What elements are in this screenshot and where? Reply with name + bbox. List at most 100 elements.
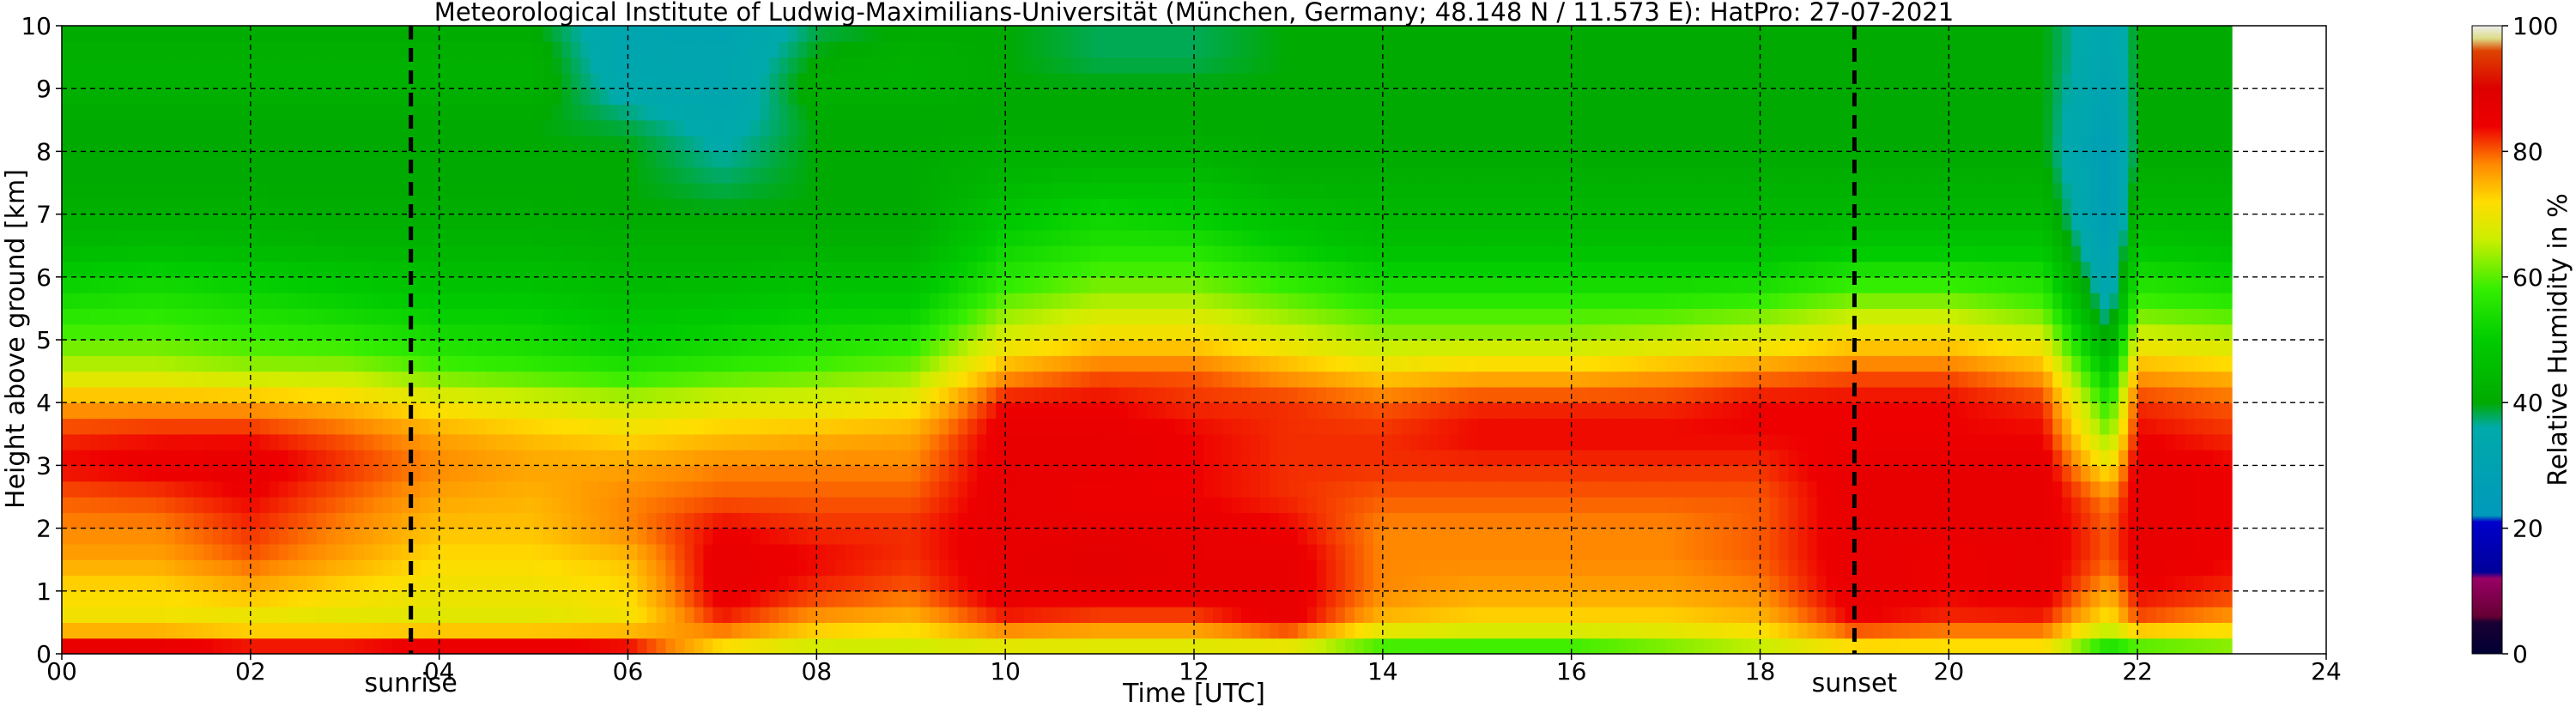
heatmap-cell [816, 293, 827, 309]
heatmap-cell [760, 402, 770, 420]
heatmap-cell [1062, 340, 1072, 356]
heatmap-cell [458, 450, 469, 466]
heatmap-cell [1043, 104, 1053, 121]
heatmap-cell [911, 355, 921, 372]
heatmap-cell [712, 183, 724, 199]
heatmap-cell [1062, 229, 1072, 246]
heatmap-cell [505, 276, 516, 293]
heatmap-cell [826, 559, 836, 577]
heatmap-cell [712, 41, 724, 58]
heatmap-cell [1005, 590, 1015, 607]
heatmap-cell [760, 151, 770, 168]
heatmap-cell [448, 308, 459, 325]
heatmap-cell [373, 166, 384, 184]
heatmap-cell [646, 512, 658, 529]
heatmap-cell [486, 276, 497, 293]
heatmap-cell [221, 480, 233, 498]
heatmap-cell [486, 575, 497, 592]
heatmap-cell [552, 151, 563, 168]
heatmap-cell [835, 340, 846, 356]
heatmap-cell [325, 638, 336, 655]
heatmap-cell [1212, 340, 1223, 356]
heatmap-cell [958, 214, 968, 231]
heatmap-cell [212, 355, 223, 372]
heatmap-cell [845, 323, 855, 341]
heatmap-cell [1118, 512, 1129, 529]
heatmap-cell [306, 72, 318, 89]
heatmap-cell [231, 433, 242, 450]
heatmap-cell [675, 88, 686, 106]
heatmap-cell [99, 575, 110, 592]
heatmap-cell [703, 119, 714, 136]
heatmap-cell [892, 308, 902, 325]
heatmap-cell [212, 151, 223, 168]
heatmap-cell [712, 450, 724, 466]
heatmap-cell [70, 41, 82, 58]
heatmap-cell [344, 575, 355, 592]
heatmap-cell [382, 402, 393, 420]
heatmap-cell [146, 293, 157, 309]
heatmap-cell [410, 512, 421, 529]
heatmap-cell [580, 480, 591, 498]
heatmap-cell [1081, 543, 1091, 560]
heatmap-cell [297, 418, 308, 435]
heatmap-cell [1137, 166, 1148, 184]
heatmap-cell [1118, 57, 1129, 74]
heatmap-cell [325, 261, 336, 278]
heatmap-cell [1005, 41, 1015, 58]
heatmap-cell [580, 166, 591, 184]
heatmap-cell [193, 293, 204, 309]
heatmap-cell [694, 166, 705, 184]
heatmap-cell [250, 607, 261, 623]
heatmap-cell [1109, 57, 1119, 74]
heatmap-cell [996, 355, 1006, 372]
heatmap-cell [1221, 104, 1233, 121]
heatmap-cell [410, 355, 421, 372]
heatmap-cell [306, 638, 318, 655]
heatmap-cell [1203, 104, 1214, 121]
heatmap-cell [580, 261, 591, 278]
heatmap-cell [108, 214, 119, 231]
heatmap-cell [174, 622, 185, 639]
heatmap-cell [373, 433, 384, 450]
heatmap-cell [1185, 418, 1195, 435]
heatmap-cell [864, 575, 874, 592]
heatmap-cell [193, 559, 204, 577]
heatmap-cell [420, 229, 431, 246]
heatmap-cell [580, 151, 591, 168]
heatmap-cell [467, 480, 478, 498]
heatmap-cell [203, 622, 214, 639]
heatmap-cell [250, 323, 261, 341]
heatmap-cell [637, 590, 648, 607]
heatmap-cell [618, 214, 629, 231]
heatmap-cell [410, 386, 421, 403]
heatmap-cell [363, 136, 374, 152]
heatmap-cell [118, 41, 129, 58]
heatmap-cell [1071, 166, 1082, 184]
heatmap-cell [155, 72, 167, 89]
heatmap-cell [873, 497, 883, 513]
heatmap-cell [174, 166, 185, 184]
heatmap-cell [977, 119, 987, 136]
heatmap-cell [873, 183, 883, 199]
heatmap-cell [420, 497, 431, 513]
heatmap-cell [203, 261, 214, 278]
heatmap-cell [1118, 433, 1129, 450]
heatmap-cell [977, 465, 987, 482]
heatmap-cell [184, 590, 195, 607]
heatmap-cell [146, 323, 157, 341]
heatmap-cell [986, 575, 997, 592]
heatmap-cell [306, 480, 318, 498]
heatmap-cell [373, 229, 384, 246]
heatmap-cell [99, 198, 110, 215]
heatmap-cell [769, 166, 779, 184]
heatmap-cell [62, 638, 72, 655]
heatmap-cell [788, 480, 798, 498]
heatmap-cell [1015, 559, 1025, 577]
heatmap-cell [741, 528, 751, 545]
heatmap-cell [325, 465, 336, 482]
heatmap-cell [1015, 418, 1025, 435]
heatmap-cell [864, 57, 874, 74]
heatmap-cell [675, 638, 686, 655]
heatmap-cell [297, 323, 308, 341]
